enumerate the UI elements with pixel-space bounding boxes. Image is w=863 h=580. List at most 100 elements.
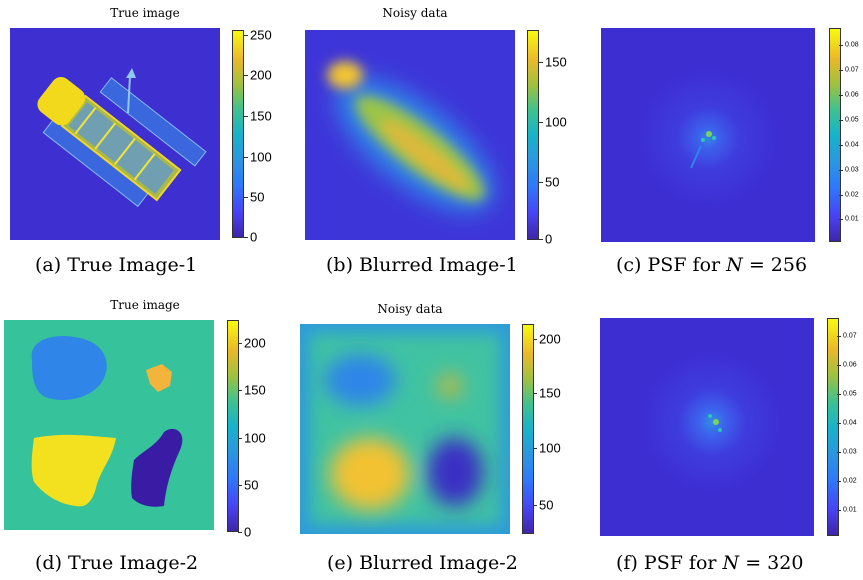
colorbar-d — [227, 320, 239, 532]
colorbar-tick-mark — [839, 195, 843, 196]
tick-label: 100 — [545, 114, 567, 130]
tick-label: 150 — [545, 54, 567, 70]
caption-variable: N — [726, 254, 743, 276]
tick-label: 0.02 — [843, 477, 857, 485]
psf-graphic — [601, 28, 815, 242]
caption-label: (e) — [327, 552, 354, 574]
colorbar-tick-mark — [539, 122, 543, 123]
colorbar-tick-mark — [837, 452, 841, 453]
hubble-blurred-image — [305, 30, 515, 240]
colorbar-tick-mark — [839, 95, 843, 96]
tick-label: 0 — [244, 524, 252, 540]
colorbar-tick-mark — [238, 485, 242, 486]
blurred-shapes-graphic — [300, 324, 510, 534]
caption-e: (e) Blurred Image-2 — [327, 552, 518, 574]
caption-label: (c) — [616, 254, 642, 276]
colorbar-tick-mark — [839, 120, 843, 121]
shapes-blurred-image — [300, 324, 510, 534]
colorbar-tick-mark — [539, 239, 543, 240]
tick-label: 0 — [250, 229, 258, 245]
colorbar-tick-mark — [533, 448, 537, 449]
caption-value: = 320 — [745, 552, 804, 574]
colorbar-tick-mark — [839, 70, 843, 71]
panel-title: Noisy data — [377, 302, 443, 316]
tick-label: 0.08 — [845, 41, 859, 49]
caption-label: (b) — [326, 254, 353, 276]
colorbar-c — [829, 28, 841, 242]
caption-text: Blurred Image-1 — [359, 254, 518, 276]
caption-label: (f) — [616, 552, 638, 574]
colorbar-tick-mark — [839, 170, 843, 171]
tick-label: 100 — [244, 430, 266, 446]
colorbar-tick-mark — [839, 219, 843, 220]
tick-label: 50 — [250, 189, 265, 205]
tick-label: 150 — [539, 385, 561, 401]
tick-label: 0.04 — [845, 141, 859, 149]
psf-graphic — [600, 318, 814, 536]
tick-label: 50 — [545, 174, 560, 190]
tick-label: 0.04 — [843, 419, 857, 427]
colorbar-tick-mark — [244, 116, 248, 117]
caption-text: Blurred Image-2 — [359, 552, 518, 574]
colorbar-tick-mark — [837, 481, 841, 482]
tick-label: 200 — [539, 331, 561, 347]
caption-b: (b) Blurred Image-1 — [326, 254, 518, 276]
tick-label: 0.05 — [845, 116, 859, 124]
colorbar-f — [827, 318, 839, 536]
tick-label: 50 — [539, 497, 554, 513]
hubble-true-image — [10, 28, 220, 240]
tick-label: 0 — [545, 231, 553, 247]
colorbar-tick-mark — [244, 157, 248, 158]
tick-label: 200 — [250, 67, 272, 83]
colorbar-tick-mark — [837, 394, 841, 395]
tick-label: 0.05 — [843, 390, 857, 398]
tick-label: 100 — [250, 149, 272, 165]
panel-title: True image — [110, 6, 180, 20]
psf-image-256 — [601, 28, 815, 242]
colorbar-tick-mark — [839, 145, 843, 146]
colorbar-tick-mark — [539, 62, 543, 63]
tick-label: 0.07 — [843, 332, 857, 340]
colorbar-tick-mark — [837, 365, 841, 366]
colorbar-tick-mark — [533, 505, 537, 506]
shapes-graphic — [4, 320, 214, 530]
colorbar-tick-mark — [839, 45, 843, 46]
tick-label: 200 — [244, 335, 266, 351]
caption-text: True Image-1 — [67, 254, 198, 276]
colorbar-tick-mark — [244, 197, 248, 198]
shapes-true-image — [4, 320, 214, 530]
psf-image-320 — [600, 318, 814, 536]
tick-label: 0.06 — [843, 361, 857, 369]
tick-label: 0.02 — [845, 191, 859, 199]
tick-label: 0.06 — [845, 91, 859, 99]
telescope-graphic — [10, 28, 220, 240]
caption-variable: N — [722, 552, 740, 574]
colorbar-tick-mark — [238, 390, 242, 391]
colorbar-e — [522, 324, 534, 534]
tick-label: 0.03 — [843, 448, 857, 456]
caption-c: (c) PSF for N = 256 — [616, 254, 807, 276]
colorbar-tick-mark — [238, 532, 242, 533]
colorbar-tick-mark — [837, 510, 841, 511]
colorbar-tick-mark — [533, 339, 537, 340]
colorbar-tick-mark — [238, 438, 242, 439]
tick-label: 0.01 — [845, 215, 859, 223]
colorbar-a — [232, 30, 244, 238]
tick-label: 0.07 — [845, 66, 859, 74]
tick-label: 0.03 — [845, 166, 859, 174]
caption-label: (a) — [35, 254, 62, 276]
tick-label: 100 — [539, 440, 561, 456]
caption-text: PSF for — [643, 552, 717, 574]
caption-text: PSF for — [647, 254, 721, 276]
colorbar-tick-mark — [244, 75, 248, 76]
caption-d: (d) True Image-2 — [35, 552, 198, 574]
colorbar-tick-mark — [244, 35, 248, 36]
caption-label: (d) — [35, 552, 62, 574]
colorbar-tick-mark — [539, 182, 543, 183]
panel-title: Noisy data — [382, 6, 448, 20]
colorbar-tick-mark — [238, 343, 242, 344]
colorbar-tick-mark — [837, 336, 841, 337]
tick-label: 150 — [250, 108, 272, 124]
tick-label: 150 — [244, 382, 266, 398]
colorbar-b — [527, 30, 539, 240]
